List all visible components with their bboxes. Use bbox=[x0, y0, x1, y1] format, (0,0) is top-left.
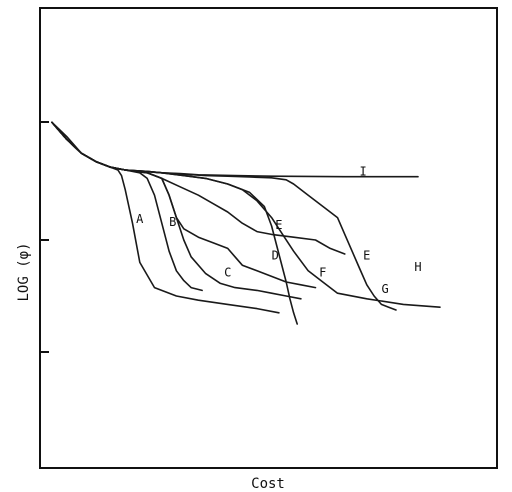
curve-label-e: E bbox=[363, 249, 370, 263]
curve-label-b: B bbox=[169, 215, 176, 229]
y-axis-label: LOG (φ) bbox=[16, 242, 32, 301]
series-line-e bbox=[51, 121, 346, 255]
x-axis-label: Cost bbox=[251, 476, 285, 492]
series-lines bbox=[51, 121, 441, 325]
series-line-g bbox=[51, 121, 441, 309]
curve-label-e: E bbox=[275, 218, 282, 232]
curve-label-d: D bbox=[272, 249, 279, 263]
series-line-d bbox=[51, 121, 317, 289]
curve-label-h: H bbox=[414, 260, 421, 274]
plot-frame bbox=[39, 7, 498, 469]
series-line-c bbox=[51, 121, 302, 300]
curve-labels: A B C D E E F G H I bbox=[136, 165, 421, 297]
curve-label-c: C bbox=[224, 265, 231, 279]
curve-label-i: I bbox=[359, 165, 366, 179]
series-line-h bbox=[51, 121, 397, 311]
curve-label-g: G bbox=[381, 282, 388, 296]
series-line-a bbox=[51, 121, 280, 314]
curve-label-f: F bbox=[319, 265, 326, 279]
curve-label-a: A bbox=[136, 212, 144, 226]
